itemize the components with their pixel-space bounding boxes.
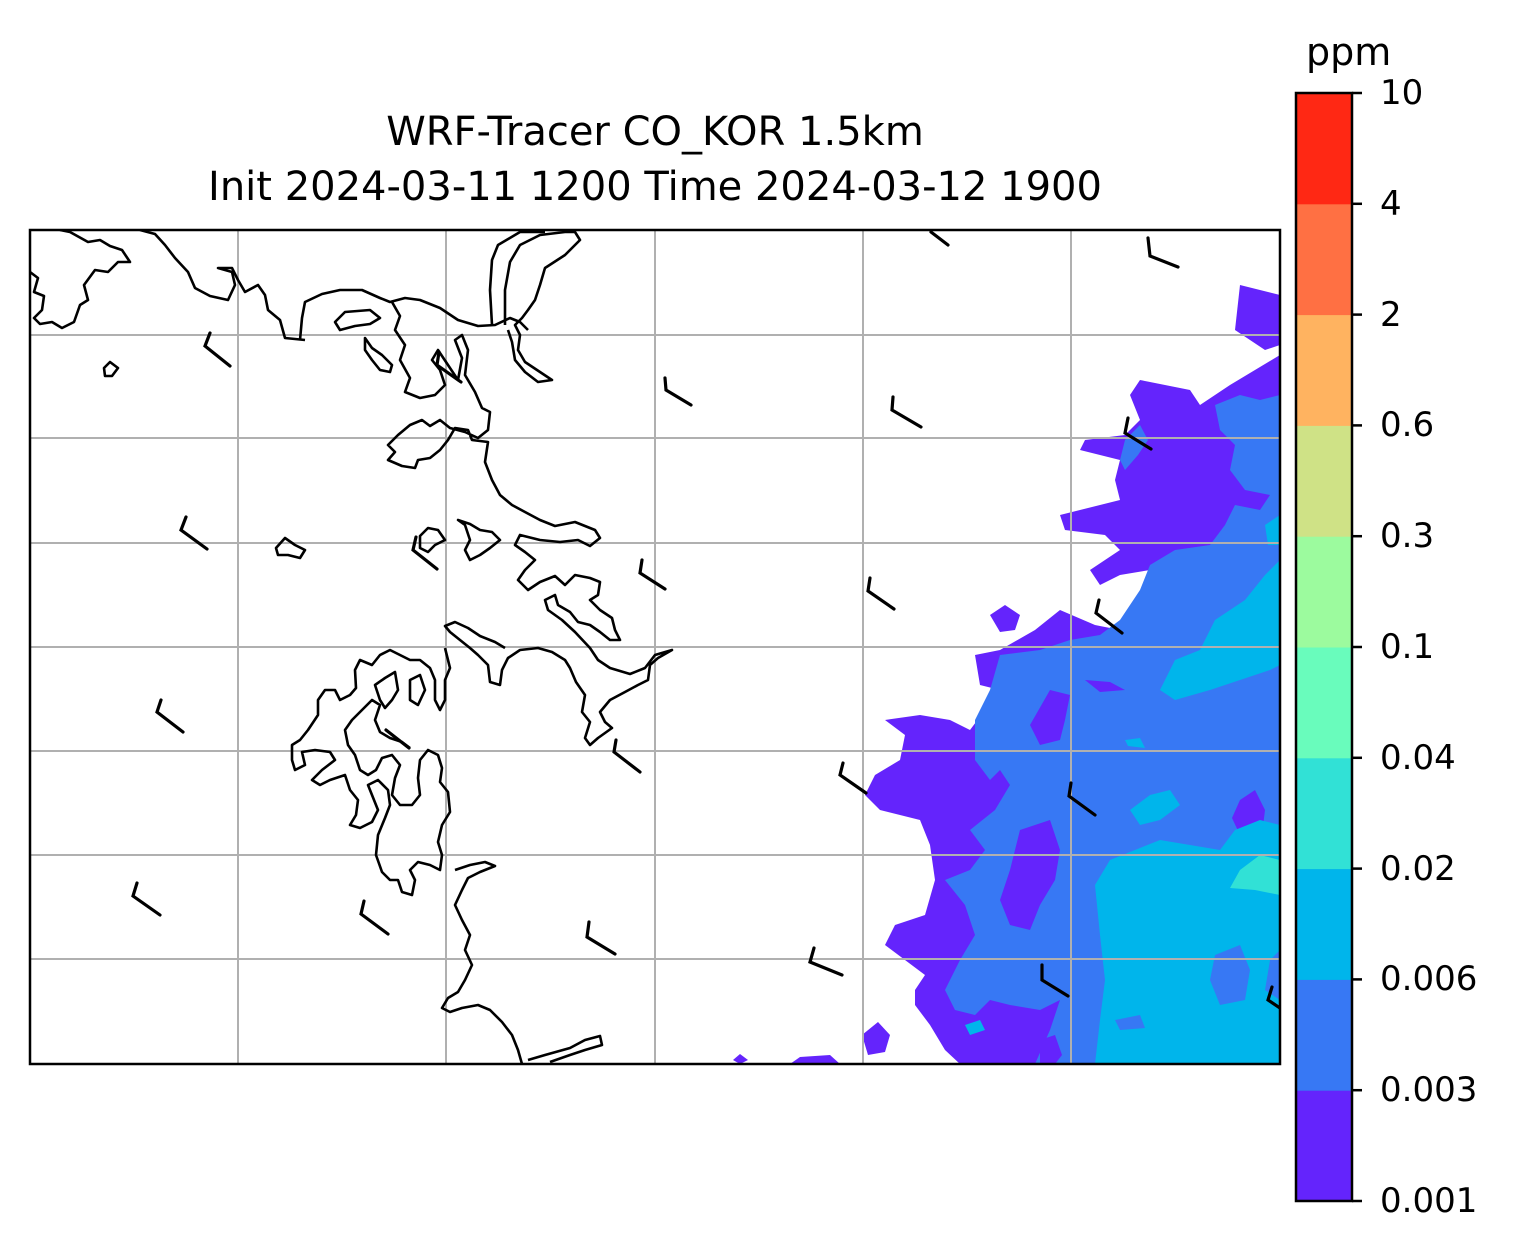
wind-barb	[131, 881, 162, 917]
wind-barb	[929, 230, 950, 247]
contour-fill-0.006	[1265, 515, 1280, 545]
contour-fill-0.001	[790, 1055, 840, 1064]
colorbar-segment	[1296, 757, 1352, 870]
colorbar-tick-label: 0.04	[1380, 737, 1456, 778]
coastlines	[30, 230, 674, 1064]
wind-barb	[1094, 598, 1124, 635]
wind-barb	[1266, 985, 1280, 1010]
wind-barb	[411, 535, 439, 571]
wind-barb	[384, 728, 411, 750]
contour-fill-0.001	[990, 605, 1020, 632]
colorbar-segment	[1296, 425, 1352, 537]
contour-fill-0.006	[1095, 820, 1280, 1064]
colorbar-tick-label: 2	[1380, 294, 1402, 335]
colorbar-segment	[1296, 868, 1352, 980]
wind-barb	[866, 576, 896, 611]
map-title-line-1: WRF-Tracer CO_KOR 1.5km	[386, 109, 924, 155]
colorbar-unit-label: ppm	[1306, 30, 1392, 74]
colorbar-tick-label: 0.3	[1380, 516, 1435, 557]
contour-fill-0.001	[733, 1054, 748, 1064]
contour-fill-0.02	[1230, 855, 1280, 895]
colorbar-segment	[1296, 979, 1352, 1091]
wind-barb	[638, 558, 667, 591]
wind-barb	[359, 899, 390, 936]
contour-fill-0.001	[862, 1022, 890, 1055]
wind-barb	[890, 395, 923, 429]
contour-fill-0.001	[1235, 285, 1280, 350]
contour-fill-0.006	[965, 1020, 985, 1035]
wind-barb	[155, 698, 185, 734]
wind-barb	[1040, 963, 1070, 998]
colorbar-tick-label: 10	[1380, 73, 1424, 113]
wind-barb	[808, 946, 844, 977]
wind-barb	[585, 920, 617, 956]
wind-barb	[838, 761, 868, 795]
contour-fill-0.006	[1130, 790, 1180, 825]
wind-barbs	[131, 230, 1280, 1010]
wind-barb	[1067, 781, 1097, 817]
wind-barb	[435, 350, 463, 384]
colorbar-segment	[1296, 314, 1352, 426]
colorbar-tick-label: 0.1	[1380, 627, 1435, 667]
colorbar-segment	[1296, 1090, 1352, 1202]
colorbar-tick-label: 0.006	[1380, 959, 1478, 1000]
contour-fill-0.006	[1160, 560, 1280, 700]
colorbar-segment	[1296, 536, 1352, 648]
tracer-field	[733, 285, 1280, 1064]
wind-barb	[179, 515, 209, 551]
colorbar-segment	[1296, 647, 1352, 759]
wind-barb	[1123, 416, 1153, 451]
contour-fill-0.001	[1030, 690, 1070, 745]
colorbar-segment	[1296, 203, 1352, 316]
map-frame	[28, 228, 1282, 1066]
gridlines	[30, 230, 1280, 1064]
contour-fill-0.006	[1125, 738, 1145, 748]
wind-barb	[663, 376, 693, 407]
colorbar-tick-label: 4	[1380, 183, 1402, 224]
colorbar-segment	[1296, 93, 1352, 205]
wind-barb	[612, 738, 642, 774]
colorbar-tick-label: 0.6	[1380, 405, 1435, 446]
wind-barb	[203, 331, 232, 368]
contour-fill-0.003	[1120, 425, 1148, 470]
contour-fill-0.001	[1000, 820, 1060, 930]
colorbar-tick-label: 0.02	[1380, 848, 1456, 889]
contour-fill-0.003	[1115, 1015, 1145, 1030]
contour-fill-0.001	[1085, 680, 1125, 692]
contour-fill-0.001	[1040, 1035, 1062, 1064]
map-title-line-2: Init 2024-03-11 1200 Time 2024-03-12 190…	[208, 164, 1102, 210]
colorbar-tick-label: 0.003	[1380, 1070, 1478, 1111]
wind-barb	[1146, 236, 1180, 269]
colorbar-tick-label: 0.001	[1380, 1181, 1478, 1221]
colorbar	[1294, 91, 1362, 1203]
map-panel	[28, 228, 1282, 1066]
